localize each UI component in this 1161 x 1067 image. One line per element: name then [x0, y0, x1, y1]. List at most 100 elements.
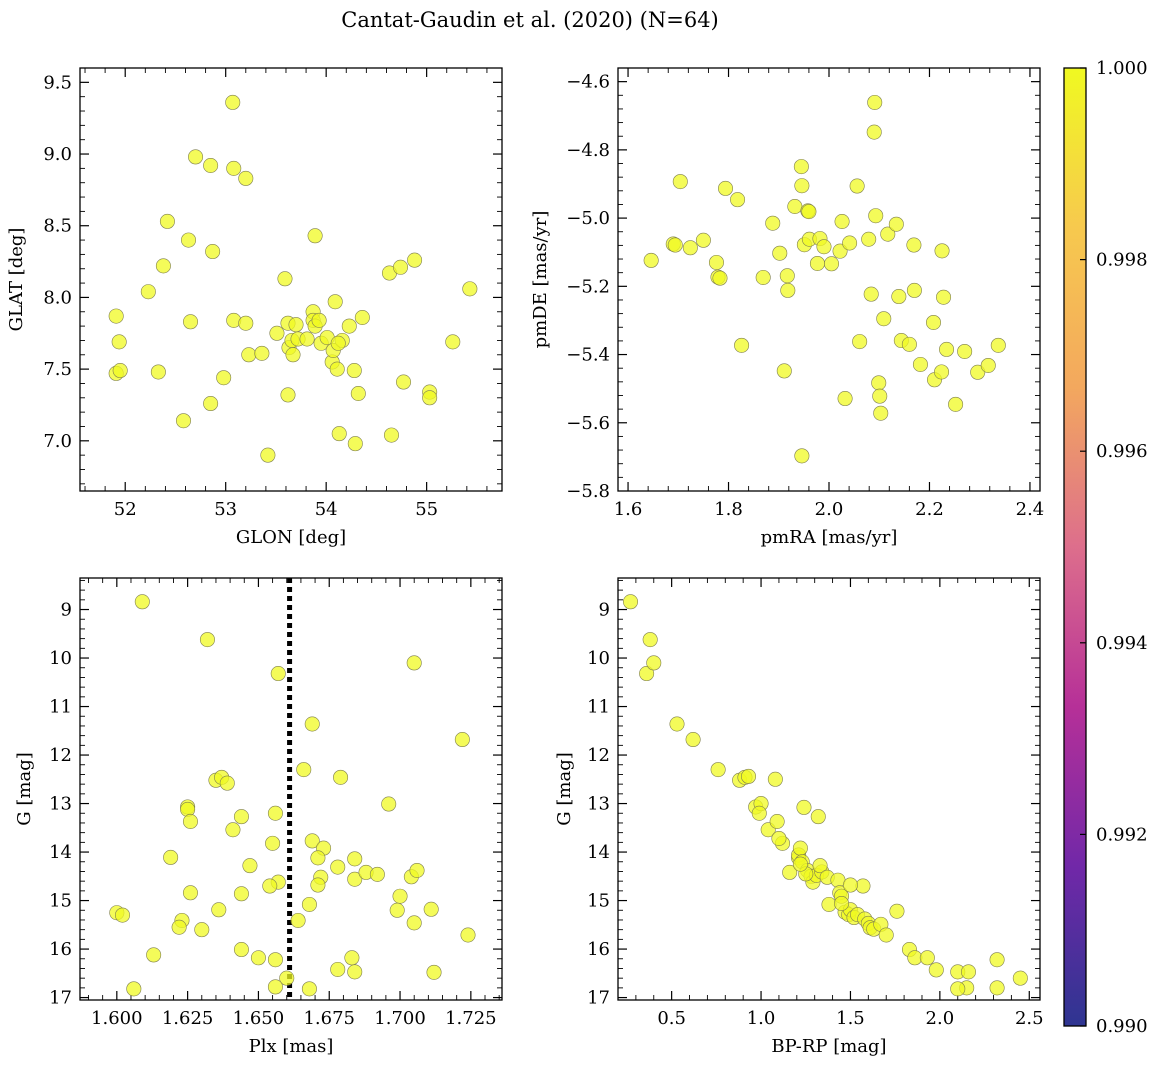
data-point — [423, 901, 439, 917]
data-point — [238, 170, 254, 186]
data-point — [796, 799, 812, 815]
data-point — [794, 448, 810, 464]
data-point — [888, 216, 904, 232]
data-point — [277, 271, 293, 287]
data-point — [203, 158, 219, 174]
scatter-panels: 52 53 54 55 7.0 7.5 8.0 8.5 9.0 9.5 GLON [deg] GLAT… — [6, 67, 1044, 1057]
x-tick-label: 53 — [214, 499, 237, 520]
data-point — [267, 805, 283, 821]
data-point — [990, 337, 1006, 353]
data-point — [406, 915, 422, 931]
colorbar-tick-label: 1.000 — [1096, 58, 1148, 79]
x-tick-label: 1.700 — [374, 1008, 426, 1029]
data-point — [203, 396, 219, 412]
y-tick-label: 12 — [587, 745, 610, 766]
data-point — [889, 903, 905, 919]
data-point — [832, 243, 848, 259]
data-point — [906, 237, 922, 253]
data-point — [350, 385, 366, 401]
data-point — [445, 334, 461, 350]
data-point — [194, 922, 210, 938]
data-point — [782, 864, 798, 880]
colorbar-tick-label: 0.990 — [1096, 1016, 1148, 1037]
y-tick-label: 8.5 — [43, 216, 72, 237]
data-point — [347, 436, 363, 452]
data-point — [140, 284, 156, 300]
data-point — [393, 259, 409, 275]
data-point — [225, 94, 241, 110]
data-point — [396, 374, 412, 390]
data-point — [849, 178, 865, 194]
data-point — [834, 214, 850, 230]
data-point — [225, 822, 241, 838]
data-point — [233, 886, 249, 902]
data-point — [260, 447, 276, 463]
x-tick-label: 0.5 — [657, 1008, 686, 1029]
y-tick-label: 9.0 — [43, 144, 72, 165]
data-point — [426, 964, 442, 980]
data-point — [751, 805, 767, 821]
data-point — [354, 309, 370, 325]
data-point — [948, 396, 964, 412]
x-tick-label: 2.5 — [1015, 1008, 1044, 1029]
data-point — [989, 980, 1005, 996]
x-tick-label: 1.8 — [714, 499, 743, 520]
data-point — [824, 256, 840, 272]
data-point — [912, 356, 928, 372]
data-point — [816, 239, 832, 255]
data-point — [267, 952, 283, 968]
data-point — [876, 311, 892, 327]
panel-sky: 52 53 54 55 7.0 7.5 8.0 8.5 9.0 9.5 GLON [deg] GLAT… — [6, 67, 503, 548]
data-point — [330, 961, 346, 977]
x-tick-label: 52 — [114, 499, 137, 520]
data-point — [108, 308, 124, 324]
y-tick-label: 13 — [49, 794, 72, 815]
data-point — [330, 335, 346, 351]
x-tick-label: 2.0 — [815, 499, 844, 520]
data-point — [205, 244, 221, 260]
x-tick-label: 55 — [415, 499, 438, 520]
data-point — [262, 878, 278, 894]
data-point — [792, 840, 808, 856]
data-point — [146, 947, 162, 963]
data-point — [801, 204, 817, 220]
data-point — [710, 762, 726, 778]
y-tick-label: 12 — [49, 745, 72, 766]
axes-frame — [79, 67, 503, 492]
x-tick-label: 1.625 — [162, 1008, 214, 1029]
data-point — [265, 835, 281, 851]
x-tick-label: 1.0 — [747, 1008, 776, 1029]
data-point — [936, 289, 952, 305]
data-point — [769, 813, 785, 829]
x-tick-label: 1.6 — [614, 499, 643, 520]
data-point — [409, 862, 425, 878]
y-tick-label: 9 — [599, 600, 610, 621]
y-tick-label: 17 — [587, 988, 610, 1009]
data-point — [250, 950, 266, 966]
data-point — [901, 336, 917, 352]
data-point — [175, 413, 191, 429]
data-point — [960, 964, 976, 980]
y-tick-label: 10 — [49, 648, 72, 669]
data-point — [310, 850, 326, 866]
data-point — [643, 252, 659, 268]
data-point — [880, 226, 896, 242]
y-tick-label: 16 — [49, 939, 72, 960]
data-point — [639, 666, 655, 682]
y-tick-label: 9 — [61, 600, 72, 621]
data-point — [406, 655, 422, 671]
data-point — [906, 282, 922, 298]
data-point — [866, 124, 882, 140]
y-tick-label: 8.0 — [43, 287, 72, 308]
data-point — [873, 405, 889, 421]
data-point — [792, 856, 808, 872]
axes-frame — [617, 577, 1041, 1001]
y-tick-label: 11 — [587, 697, 610, 718]
colorbar-tick-label: 0.994 — [1096, 633, 1148, 654]
data-point — [685, 732, 701, 748]
data-point — [369, 866, 385, 882]
data-point — [347, 964, 363, 980]
data-point — [642, 632, 658, 648]
data-point — [392, 888, 408, 904]
data-point — [163, 849, 179, 865]
